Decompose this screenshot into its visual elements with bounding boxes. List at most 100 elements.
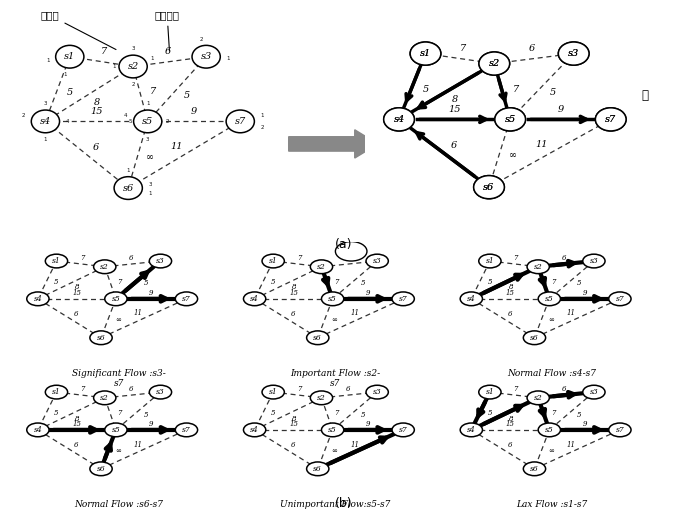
- Text: 7: 7: [460, 44, 466, 53]
- Text: 7: 7: [80, 385, 85, 393]
- Text: s5: s5: [142, 117, 153, 126]
- Circle shape: [45, 386, 67, 399]
- Text: s5: s5: [328, 426, 337, 434]
- Text: 7: 7: [297, 385, 301, 393]
- Text: 7: 7: [118, 278, 122, 286]
- Text: 1: 1: [146, 101, 149, 106]
- Text: s4: s4: [250, 295, 259, 303]
- Text: 传输时延: 传输时延: [155, 11, 180, 51]
- Text: 6: 6: [345, 385, 350, 393]
- Circle shape: [244, 292, 266, 306]
- Text: s2: s2: [488, 59, 500, 68]
- Text: s6: s6: [484, 182, 495, 192]
- Circle shape: [321, 423, 344, 437]
- Text: s1: s1: [269, 388, 277, 396]
- Text: s3: s3: [156, 388, 165, 396]
- Circle shape: [262, 386, 284, 399]
- Text: 6: 6: [562, 385, 567, 393]
- Text: 2: 2: [200, 36, 203, 42]
- Text: ∞: ∞: [548, 447, 555, 455]
- Circle shape: [226, 110, 255, 133]
- Circle shape: [527, 391, 549, 405]
- Text: 7: 7: [297, 254, 301, 262]
- Text: s7: s7: [399, 295, 407, 303]
- Circle shape: [149, 386, 171, 399]
- Text: 7: 7: [334, 278, 338, 286]
- Circle shape: [175, 423, 197, 437]
- Text: 9: 9: [149, 289, 153, 297]
- Text: 8: 8: [75, 284, 80, 291]
- Circle shape: [583, 386, 605, 399]
- Text: ∞: ∞: [332, 447, 338, 455]
- Text: Normal Flow :s4-s7: Normal Flow :s4-s7: [508, 369, 596, 378]
- Circle shape: [460, 292, 482, 306]
- Text: s7: s7: [235, 117, 246, 126]
- Text: Lax Flow :s1-s7: Lax Flow :s1-s7: [517, 500, 588, 509]
- Text: 1: 1: [127, 168, 130, 173]
- Text: 7: 7: [100, 47, 107, 56]
- Text: s6: s6: [530, 465, 539, 473]
- Text: ∞: ∞: [115, 447, 121, 455]
- Circle shape: [559, 42, 589, 65]
- Text: s4: s4: [34, 295, 42, 303]
- Circle shape: [31, 110, 60, 133]
- Circle shape: [524, 462, 546, 475]
- Circle shape: [45, 254, 67, 268]
- Text: 7: 7: [551, 409, 555, 417]
- Text: s4: s4: [34, 426, 42, 434]
- Text: 9: 9: [149, 420, 153, 428]
- Text: 9: 9: [191, 107, 197, 116]
- Text: 11: 11: [535, 140, 548, 150]
- Text: 11: 11: [133, 440, 142, 449]
- FancyArrow shape: [289, 130, 378, 158]
- Text: 7: 7: [80, 254, 85, 262]
- Text: s5: s5: [504, 115, 516, 124]
- Text: 15: 15: [449, 104, 461, 114]
- Text: 6: 6: [562, 254, 567, 262]
- Text: 11: 11: [171, 142, 183, 151]
- Text: 1: 1: [261, 113, 264, 118]
- Text: Normal Flow :s6-s7: Normal Flow :s6-s7: [74, 500, 163, 509]
- Text: s7: s7: [182, 426, 191, 434]
- Text: 6: 6: [508, 310, 512, 318]
- Text: 2: 2: [261, 125, 264, 130]
- Circle shape: [192, 45, 220, 68]
- Circle shape: [479, 52, 510, 75]
- Text: 1: 1: [149, 191, 152, 196]
- Circle shape: [460, 423, 482, 437]
- Text: 5: 5: [271, 409, 275, 417]
- Text: 7: 7: [513, 85, 519, 94]
- Text: s4: s4: [394, 115, 405, 124]
- Circle shape: [392, 423, 414, 437]
- Text: 6: 6: [508, 441, 512, 449]
- Circle shape: [27, 292, 49, 306]
- Text: (a): (a): [335, 237, 353, 251]
- Text: s2: s2: [534, 263, 543, 271]
- Text: 6: 6: [129, 385, 133, 393]
- Text: s6: s6: [313, 334, 322, 342]
- Text: 1: 1: [63, 72, 67, 77]
- Text: 7: 7: [551, 278, 555, 286]
- Text: 5: 5: [361, 411, 365, 418]
- Circle shape: [527, 260, 549, 273]
- Text: s7: s7: [605, 115, 616, 124]
- Circle shape: [473, 176, 504, 199]
- Text: s2: s2: [534, 394, 543, 402]
- Text: 5: 5: [422, 85, 429, 94]
- Text: s3: s3: [590, 257, 599, 265]
- Text: ∞: ∞: [509, 151, 517, 160]
- Text: 1: 1: [112, 64, 116, 69]
- Text: 8: 8: [508, 415, 513, 423]
- Text: 8: 8: [75, 415, 80, 423]
- Text: 2: 2: [22, 113, 25, 118]
- Text: s4: s4: [467, 426, 475, 434]
- Text: 7: 7: [334, 409, 338, 417]
- Text: s1: s1: [52, 257, 61, 265]
- Circle shape: [244, 423, 266, 437]
- Text: s1: s1: [52, 388, 61, 396]
- Circle shape: [384, 108, 414, 131]
- Text: 9: 9: [365, 289, 370, 297]
- Text: s6: s6: [484, 182, 495, 192]
- Circle shape: [27, 423, 49, 437]
- Text: 5: 5: [361, 280, 365, 287]
